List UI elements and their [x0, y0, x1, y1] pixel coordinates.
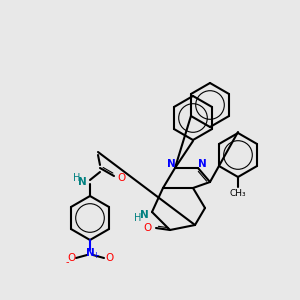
Text: CH₃: CH₃ [230, 190, 246, 199]
Text: O: O [105, 253, 113, 263]
Text: N: N [85, 248, 94, 258]
Text: N: N [167, 159, 176, 169]
Text: H: H [73, 173, 81, 183]
Text: -: - [65, 257, 69, 267]
Text: O: O [67, 253, 75, 263]
Text: N: N [140, 210, 148, 220]
Text: H: H [134, 213, 142, 223]
Text: O: O [117, 173, 125, 183]
Text: N: N [78, 177, 86, 187]
Text: N: N [198, 159, 206, 169]
Text: +: + [93, 250, 99, 260]
Text: O: O [144, 223, 152, 233]
